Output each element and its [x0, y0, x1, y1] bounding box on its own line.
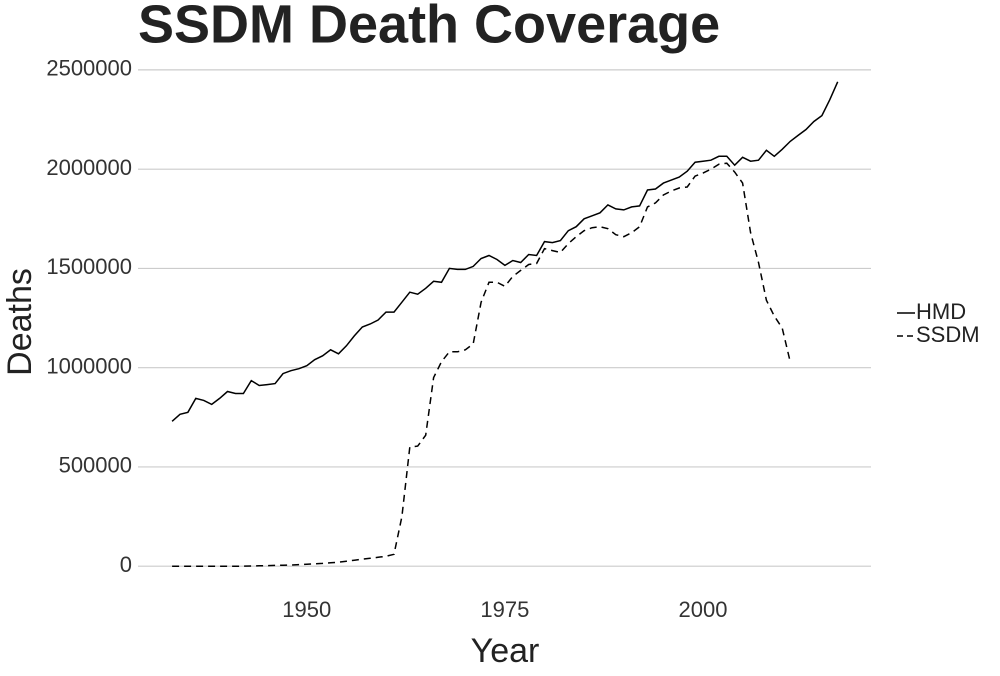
- y-tick-label: 2500000: [46, 56, 132, 81]
- legend-label: SSDM: [916, 322, 980, 347]
- y-tick-label: 1000000: [46, 353, 132, 378]
- chart-title: SSDM Death Coverage: [138, 0, 720, 54]
- y-tick-label: 500000: [59, 453, 132, 478]
- x-axis-label: Year: [471, 632, 540, 670]
- x-tick-label: 1950: [282, 597, 331, 622]
- y-axis-label: Deaths: [1, 268, 39, 376]
- legend-label: HMD: [916, 299, 966, 324]
- y-tick-label: 2000000: [46, 155, 132, 180]
- x-tick-label: 2000: [679, 597, 728, 622]
- x-tick-label: 1975: [480, 597, 529, 622]
- series-line: [172, 162, 791, 567]
- y-tick-label: 1500000: [46, 254, 132, 279]
- y-tick-label: 0: [120, 552, 132, 577]
- series-line: [171, 81, 839, 422]
